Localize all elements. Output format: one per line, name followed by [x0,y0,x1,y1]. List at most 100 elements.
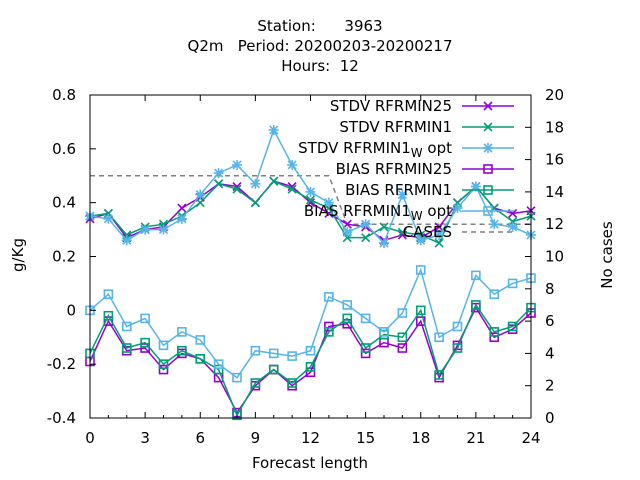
data-point-s5-19 [434,332,444,343]
legend-marker-0 [483,101,493,111]
data-point-s4-19 [434,370,444,380]
data-point-s1-15 [361,233,371,243]
data-point-s5-15 [360,313,371,324]
x-tick-label: 12 [301,429,320,447]
data-point-s5-11 [287,351,297,361]
data-point-s5-4 [158,340,169,351]
chart-title-period: Q2m Period: 20200203-20200217 [187,37,453,55]
legend-label-1: STDV RFRMIN1 [339,118,452,136]
data-point-s4-8 [232,410,242,421]
data-point-s2-2 [121,235,132,246]
y-tick-label: 0.4 [52,194,76,212]
y-tick-label: 0.2 [52,248,76,266]
data-point-s2-22 [489,219,500,230]
data-point-s5-13 [324,292,334,302]
data-point-s4-3 [140,337,150,348]
data-point-s0-11 [287,181,297,192]
data-point-s5-9 [250,345,261,356]
data-point-s2-5 [176,213,187,224]
data-point-s4-22 [489,327,500,337]
legend-marker-3 [483,164,493,174]
data-point-s2-14 [342,227,353,238]
data-point-s5-8 [232,372,242,383]
y2-tick-label: 8 [545,280,555,298]
data-point-s5-1 [103,289,114,299]
chart-title-hours: Hours: 12 [281,57,359,75]
x-tick-label: 3 [140,429,150,447]
data-point-s2-8 [232,159,242,170]
data-point-s2-6 [195,189,206,200]
data-point-s2-7 [213,168,224,179]
data-point-s3-15 [360,348,371,359]
data-point-s3-4 [158,364,169,375]
y-tick-label: -0.2 [47,355,76,373]
data-point-s4-12 [305,362,316,372]
data-point-s5-7 [213,359,224,369]
data-point-s5-3 [140,313,150,324]
data-point-s5-17 [397,308,408,318]
legend-label-3: BIAS RFRMIN25 [336,160,452,178]
data-point-s4-15 [360,343,371,353]
data-point-s4-9 [250,378,261,388]
data-point-s1-17 [397,227,407,237]
data-point-s4-13 [324,327,334,337]
data-point-s1-9 [250,198,260,208]
data-point-s4-7 [213,364,224,375]
data-point-s4-23 [507,321,518,332]
y-axis-label-right: No cases [598,221,616,289]
data-point-s2-16 [379,238,389,249]
data-point-s4-1 [103,310,114,321]
series-line-4 [89,303,532,418]
legend-label-0: STDV RFRMIN25 [330,97,452,115]
data-point-s1-16 [379,222,389,232]
data-point-s2-3 [140,224,151,235]
y-axis-label-left: g/Kg [9,238,27,272]
y2-tick-label: 18 [545,118,564,136]
y-tick-label: 0 [66,301,76,319]
data-point-s4-17 [397,332,408,343]
data-point-s4-20 [452,343,463,353]
data-point-s3-18 [415,316,426,326]
data-point-s4-2 [121,343,132,353]
data-point-s2-12 [305,186,316,197]
data-point-s1-10 [269,176,279,186]
data-point-s2-10 [268,124,279,135]
legend-marker-1 [483,122,493,132]
data-point-s5-22 [489,289,500,299]
data-point-s5-18 [415,265,426,275]
y2-tick-label: 4 [545,344,555,362]
data-point-s3-12 [305,367,316,378]
chart-title-station: Station: 3963 [257,17,383,35]
data-point-s4-11 [287,378,297,388]
data-point-s5-5 [177,327,187,337]
data-point-s5-10 [268,348,279,359]
x-tick-label: 9 [251,429,261,447]
x-tick-label: 0 [85,429,95,447]
legend-marker-2 [483,143,493,153]
legend-marker-5 [483,206,493,216]
data-point-s1-6 [195,198,205,208]
data-point-s4-5 [177,345,187,356]
data-point-s5-16 [379,327,389,337]
data-point-s4-14 [342,313,353,324]
x-tick-label: 18 [411,429,430,447]
y2-tick-label: 2 [545,377,555,395]
data-point-s2-4 [158,224,169,235]
data-point-s5-6 [195,335,206,345]
data-point-s5-14 [342,300,353,310]
legend-marker-4 [483,185,493,195]
x-tick-label: 24 [521,429,540,447]
y-tick-label: 0.8 [52,86,76,104]
data-point-s2-20 [452,203,463,214]
data-point-s2-15 [360,219,371,230]
legend-label-5: BIAS RFRMIN1W opt [304,202,452,223]
y2-tick-label: 20 [545,86,564,104]
data-point-s1-19 [434,238,444,248]
data-point-s4-18 [415,305,426,316]
y-tick-label: -0.4 [47,409,76,427]
data-point-s4-6 [195,353,206,364]
x-tick-label: 21 [466,429,485,447]
data-point-s3-13 [324,321,334,332]
data-point-s2-23 [507,221,518,232]
